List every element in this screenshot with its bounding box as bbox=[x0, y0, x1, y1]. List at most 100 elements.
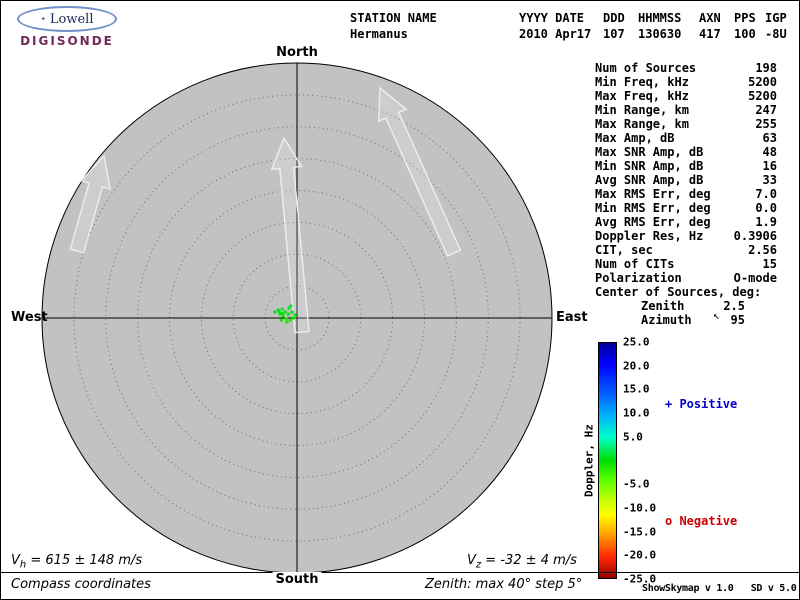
header-col-value: 100 bbox=[734, 27, 756, 41]
stat-row: Avg RMS Err, deg 1.9 bbox=[595, 215, 777, 229]
stat-row: Min RMS Err, deg 0.0 bbox=[595, 201, 777, 215]
stat-row: Azimuth 95 bbox=[595, 313, 777, 327]
vh-subscript: h bbox=[19, 559, 27, 571]
stat-label: Max Freq, kHz bbox=[595, 89, 689, 103]
stat-value: O-mode bbox=[733, 271, 777, 285]
positive-doppler-legend: + Positive bbox=[665, 397, 738, 411]
stat-label: Polarization bbox=[595, 271, 682, 285]
skymap-source-point bbox=[281, 314, 285, 318]
colorbar-tick-label: 5.0 bbox=[623, 430, 643, 444]
stat-label: Min SNR Amp, dB bbox=[595, 159, 704, 173]
stat-value: 5200 bbox=[748, 75, 777, 89]
version-label: ShowSkymap v 1.0 SD v 5.0 bbox=[642, 583, 797, 594]
stat-value: 33 bbox=[762, 173, 777, 187]
vh-symbol: V bbox=[11, 553, 20, 568]
vz-text: = -32 ± 4 m/s bbox=[481, 553, 577, 568]
header-col-value: 2010 Apr17 bbox=[519, 27, 592, 41]
stat-row: Max Range, km 255 bbox=[595, 117, 777, 131]
compass-label-south: South bbox=[272, 572, 322, 587]
drift-arrows bbox=[69, 86, 462, 334]
stat-row: Avg SNR Amp, dB 33 bbox=[595, 173, 777, 187]
colorbar-tick-label: -10.0 bbox=[623, 501, 657, 515]
drift-direction-arrow bbox=[69, 154, 112, 254]
stat-row: Max SNR Amp, dB 48 bbox=[595, 145, 777, 159]
skymap-source-point bbox=[280, 311, 284, 315]
colorbar-tick-label: 20.0 bbox=[623, 359, 650, 373]
stat-row: Min Range, km 247 bbox=[595, 103, 777, 117]
colorbar-tick-label: 15.0 bbox=[623, 382, 650, 396]
header-col-value: 417 bbox=[699, 27, 721, 41]
negative-doppler-legend: o Negative bbox=[665, 514, 738, 528]
stat-label: Max RMS Err, deg bbox=[595, 187, 711, 201]
stat-label: Num of CITs bbox=[595, 257, 675, 271]
header-col-label: STATION NAME bbox=[350, 11, 437, 25]
colorbar-tick-label: 10.0 bbox=[623, 406, 650, 420]
stat-value: 0.0 bbox=[755, 201, 777, 215]
colorbar-tick-label: 25.0 bbox=[623, 335, 650, 349]
star-icon: ✦ bbox=[40, 14, 46, 24]
lowell-logo-ellipse: ✦ Lowell bbox=[17, 6, 117, 32]
stat-value: 7.0 bbox=[755, 187, 777, 201]
stat-value: 1.9 bbox=[755, 215, 777, 229]
stat-row: CIT, sec 2.56 bbox=[595, 243, 777, 257]
skymap-source-point bbox=[284, 317, 288, 321]
vh-text: = 615 ± 148 m/s bbox=[26, 553, 143, 568]
mouse-cursor-icon: ↖ bbox=[713, 309, 720, 322]
header-col-value: Hermanus bbox=[350, 27, 408, 41]
stat-label: CIT, sec bbox=[595, 243, 653, 257]
skymap-source-point bbox=[273, 310, 277, 314]
colorbar-tick-label: -25.0 bbox=[623, 572, 657, 586]
header-col-value: 130630 bbox=[638, 27, 682, 41]
skymap-source-point bbox=[287, 306, 291, 310]
zenith-range-note: Zenith: max 40° step 5° bbox=[425, 577, 583, 592]
skymap-source-point bbox=[289, 304, 293, 308]
stat-value: 198 bbox=[755, 61, 777, 75]
stat-value: 2.5 bbox=[723, 299, 745, 313]
skymap-source-point bbox=[285, 320, 289, 324]
coordinates-note: Compass coordinates bbox=[11, 577, 151, 592]
stat-label: Num of Sources bbox=[595, 61, 697, 75]
stat-row: Max RMS Err, deg 7.0 bbox=[595, 187, 777, 201]
skymap-source-point bbox=[288, 318, 292, 322]
stat-label: Max SNR Amp, dB bbox=[595, 145, 704, 159]
vertical-velocity-value: Vz = -32 ± 4 m/s bbox=[467, 553, 577, 571]
doppler-colorbar bbox=[598, 342, 617, 579]
colorbar-tick-label: -15.0 bbox=[623, 525, 657, 539]
lowell-digisonde-logo: ✦ Lowell DIGISONDE bbox=[11, 6, 123, 48]
header-col-label: DDD bbox=[603, 11, 625, 25]
skymap-source-point bbox=[280, 307, 284, 311]
skymap-source-point bbox=[278, 312, 282, 316]
stat-label: Avg SNR Amp, dB bbox=[595, 173, 704, 187]
header-col-label: YYYY DATE bbox=[519, 11, 585, 25]
skymap-source-point bbox=[283, 310, 287, 314]
stat-row: Max Amp, dB 63 bbox=[595, 131, 777, 145]
header-values-row: Hermanus 2010 Apr17 107 130630 417 100 -8U bbox=[350, 26, 799, 42]
stat-label: Doppler Res, Hz bbox=[595, 229, 704, 243]
stat-value: 0.3906 bbox=[733, 229, 777, 243]
drift-direction-arrow bbox=[377, 86, 462, 257]
stat-label: Min RMS Err, deg bbox=[595, 201, 711, 215]
stat-label: Max Range, km bbox=[595, 117, 689, 131]
stat-value: 48 bbox=[762, 145, 777, 159]
stat-value: 2.56 bbox=[748, 243, 777, 257]
header-col-label: PPS bbox=[734, 11, 756, 25]
skymap-source-point bbox=[293, 313, 297, 317]
stat-value: 5200 bbox=[748, 89, 777, 103]
header-labels-row: STATION NAME YYYY DATE DDD HHMMSS AXN PPS IGP bbox=[350, 10, 799, 26]
header-col-value: 107 bbox=[603, 27, 625, 41]
stat-value: 247 bbox=[755, 103, 777, 117]
stat-label: Max Amp, dB bbox=[595, 131, 675, 145]
stat-label: Azimuth bbox=[641, 313, 692, 327]
stat-value: 63 bbox=[762, 131, 777, 145]
stats-panel: Num of Sources 198 Min Freq, kHz 5200 Max Fr… bbox=[595, 61, 777, 327]
header-col-value: -8U bbox=[765, 27, 787, 41]
logo-digisonde-text: DIGISONDE bbox=[20, 34, 114, 48]
stat-label: Min Freq, kHz bbox=[595, 75, 689, 89]
stat-row: Min Freq, kHz 5200 bbox=[595, 75, 777, 89]
stat-value: 16 bbox=[762, 159, 777, 173]
compass-label-east: East bbox=[556, 310, 588, 325]
skymap-source-point bbox=[286, 312, 290, 316]
stat-value: 255 bbox=[755, 117, 777, 131]
header-table: STATION NAME YYYY DATE DDD HHMMSS AXN PPS IGP … bbox=[350, 10, 799, 42]
